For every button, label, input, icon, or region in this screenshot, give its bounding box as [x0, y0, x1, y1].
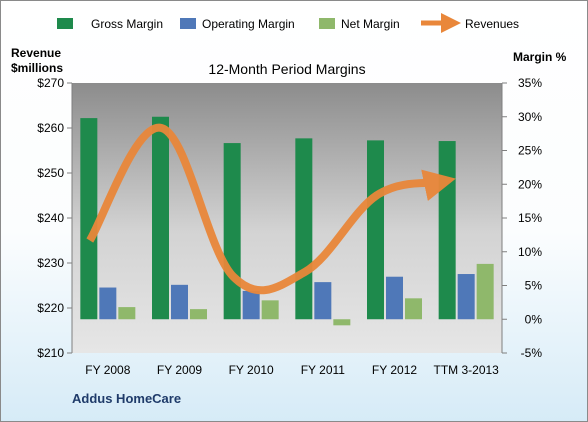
bar-net-margin: [476, 263, 494, 320]
bar-net-margin: [405, 298, 422, 320]
x-axis-tick-label: TTM 3-2013: [433, 363, 499, 377]
left-axis-tick-label: $210: [37, 346, 64, 360]
left-axis-label-line-1: Revenue: [11, 46, 61, 60]
bar-net-margin: [118, 307, 136, 320]
x-axis-tick-label: FY 2012: [372, 363, 417, 377]
right-axis-tick-label: 0%: [525, 312, 543, 326]
x-axis-tick-label: FY 2010: [229, 363, 274, 377]
legend-swatch-gross-margin: [57, 18, 73, 29]
right-axis-label: Margin %: [513, 50, 567, 64]
right-axis-tick-label: -5%: [521, 346, 543, 360]
company-name: Addus HomeCare: [72, 391, 181, 406]
bar-operating-margin: [314, 282, 332, 320]
bar-gross-margin: [367, 140, 384, 320]
bar-net-margin: [333, 319, 351, 326]
left-axis-tick-label: $230: [37, 256, 64, 270]
left-axis-tick-label: $260: [37, 121, 64, 135]
bar-gross-margin: [223, 143, 241, 320]
bar-net-margin: [190, 309, 207, 320]
right-axis-tick-label: 10%: [518, 245, 542, 259]
bar-operating-margin: [386, 276, 403, 320]
legend-label-revenues: Revenues: [465, 17, 519, 31]
bar-gross-margin: [80, 118, 98, 320]
x-axis-tick-label: FY 2009: [157, 363, 202, 377]
legend-label-operating-margin: Operating Margin: [202, 17, 295, 31]
right-axis-tick-label: 30%: [518, 110, 542, 124]
legend-swatch-net-margin: [319, 18, 335, 29]
right-axis-tick-label: 20%: [518, 177, 542, 191]
legend-label-gross-margin: Gross Margin: [91, 17, 163, 31]
bar-net-margin: [261, 300, 279, 320]
right-axis-tick-label: 25%: [518, 144, 542, 158]
left-axis-tick-label: $240: [37, 211, 64, 225]
right-axis-tick-label: 35%: [518, 76, 542, 90]
right-axis-tick-label: 15%: [518, 211, 542, 225]
legend-swatch-operating-margin: [180, 18, 196, 29]
left-axis-label-line-2: $millions: [11, 61, 63, 75]
x-axis-tick-label: FY 2008: [85, 363, 130, 377]
bar-gross-margin: [295, 138, 313, 320]
plot-area: [72, 83, 502, 353]
bar-gross-margin: [438, 141, 456, 320]
bar-operating-margin: [242, 290, 260, 320]
revenues-line: [86, 123, 456, 295]
bar-operating-margin: [99, 287, 117, 320]
x-axis-tick-label: FY 2011: [301, 363, 346, 377]
bar-operating-margin: [171, 284, 188, 320]
legend-label-net-margin: Net Margin: [341, 17, 400, 31]
legend: Gross Margin Operating Margin Net Margin…: [57, 13, 519, 33]
left-axis-tick-label: $250: [37, 166, 64, 180]
chart-title: 12-Month Period Margins: [208, 61, 365, 77]
right-axis-tick-label: 5%: [525, 279, 543, 293]
bar-operating-margin: [457, 274, 475, 320]
bar-gross-margin: [152, 116, 169, 320]
left-axis-tick-label: $270: [37, 76, 64, 90]
left-axis-tick-label: $220: [37, 301, 64, 315]
